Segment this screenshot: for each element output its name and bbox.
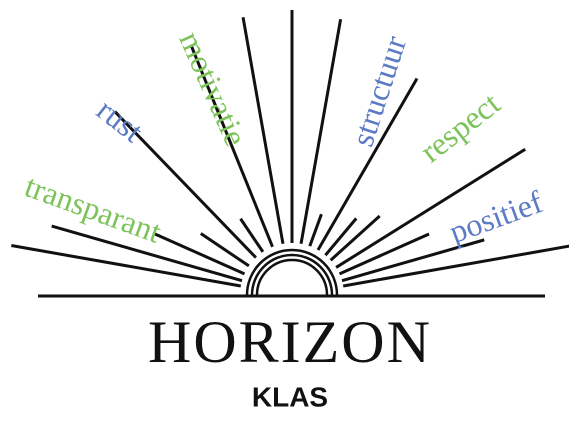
sun-arc bbox=[247, 250, 337, 295]
value-word: respect bbox=[413, 85, 507, 169]
sun bbox=[247, 250, 337, 295]
value-word: positief bbox=[444, 183, 547, 250]
value-word: structuur bbox=[344, 31, 413, 151]
value-word: motivatie bbox=[172, 26, 254, 151]
ray bbox=[11, 246, 240, 286]
ray bbox=[301, 19, 341, 244]
subtitle: KLAS bbox=[252, 381, 328, 412]
sun-arc bbox=[257, 260, 327, 295]
title: HORIZON bbox=[148, 309, 432, 375]
ray bbox=[201, 233, 249, 265]
logo: transparantrustmotivatiestructuurrespect… bbox=[0, 0, 569, 434]
rays bbox=[11, 10, 569, 286]
ray bbox=[310, 214, 322, 246]
ray bbox=[343, 246, 569, 286]
